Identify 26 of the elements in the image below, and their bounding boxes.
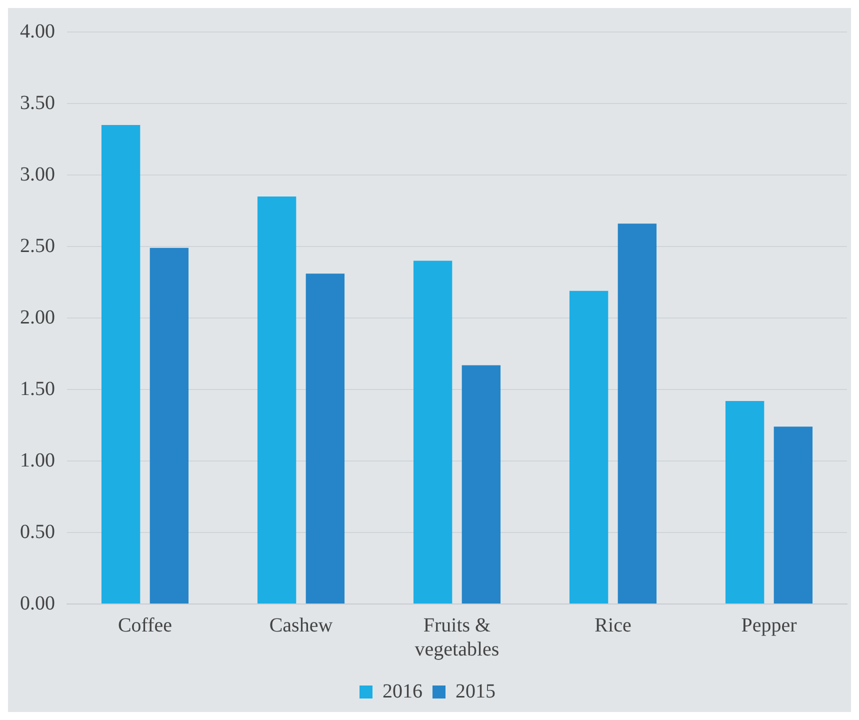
y-tick-label: 3.50 <box>20 92 55 114</box>
bar <box>413 260 452 604</box>
y-tick-label: 3.00 <box>20 163 55 186</box>
y-tick-label: 2.50 <box>20 234 55 257</box>
y-tick-label: 1.00 <box>20 449 55 472</box>
legend-label: 2015 <box>456 680 496 702</box>
x-tick-label: Fruits & vegetables <box>414 614 500 660</box>
y-tick-label: 1.50 <box>20 378 55 400</box>
legend-label: 2016 <box>382 680 422 702</box>
y-tick-label: 4.00 <box>20 20 55 42</box>
bar <box>306 274 345 604</box>
y-tick-label: 2.00 <box>20 306 55 328</box>
bar <box>150 248 189 604</box>
x-tick-label: Cashew <box>269 614 334 636</box>
bar <box>725 400 764 604</box>
bar <box>618 224 657 604</box>
y-tick-label: 0.00 <box>20 592 55 614</box>
bar <box>569 290 608 604</box>
bar <box>462 365 501 604</box>
x-tick-label: Rice <box>594 614 632 636</box>
y-tick-label: 0.50 <box>20 520 55 543</box>
bar <box>774 426 813 604</box>
bar <box>257 196 296 604</box>
bar <box>101 124 140 604</box>
x-tick-label: Coffee <box>118 614 172 636</box>
x-tick-label: Pepper <box>741 614 798 636</box>
